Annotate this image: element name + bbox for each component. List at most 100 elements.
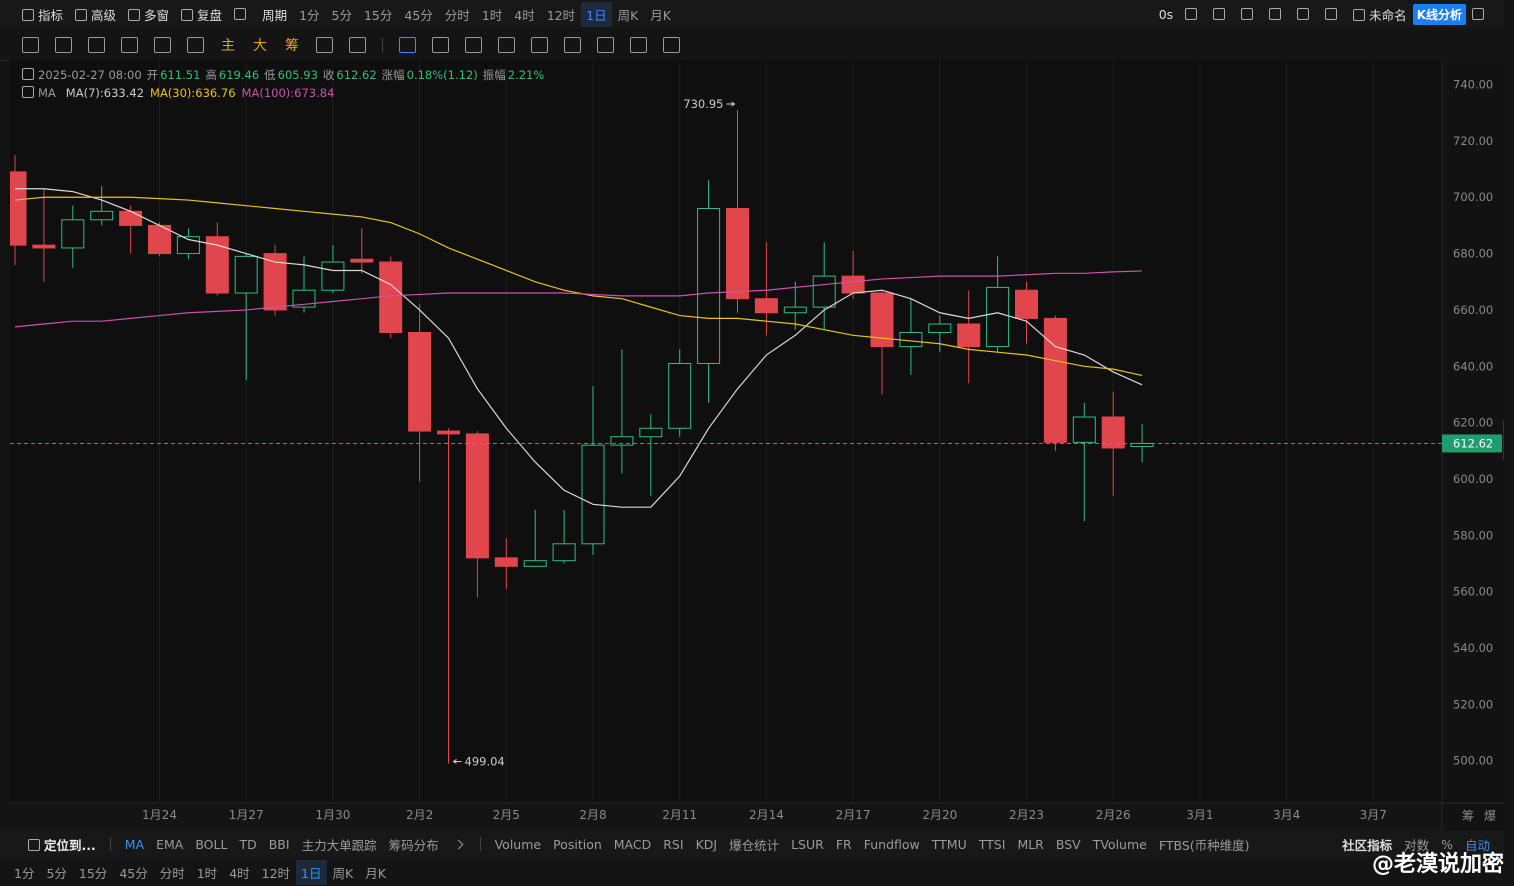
sub-indicator[interactable]: Volume	[494, 836, 542, 852]
y-tick-label: 740.00	[1453, 78, 1493, 92]
draw-tool[interactable]	[432, 37, 449, 53]
draw-tool[interactable]	[22, 37, 39, 53]
draw-tool[interactable]	[187, 37, 204, 53]
sub-indicator[interactable]: Fundflow	[863, 836, 920, 852]
period[interactable]: 1分	[299, 7, 320, 23]
sub-indicator[interactable]: Position	[553, 836, 602, 852]
icon	[181, 8, 194, 21]
draw-tool[interactable]	[349, 37, 366, 53]
icon	[1269, 7, 1282, 20]
main-indicator[interactable]: EMA	[156, 836, 184, 852]
overlay-tool[interactable]: 大	[253, 38, 267, 54]
toolbar-button[interactable]: 高级	[69, 5, 122, 24]
sub-indicator[interactable]: FTBS(币种维度)	[1158, 837, 1250, 853]
main-indicator[interactable]: BOLL	[195, 836, 228, 852]
tool-icon[interactable]	[1319, 7, 1347, 22]
period[interactable]: 1日	[296, 859, 327, 885]
tool-icon[interactable]	[1291, 7, 1319, 22]
period[interactable]: 4时	[229, 865, 250, 881]
sub-indicator[interactable]: MLR	[1017, 836, 1044, 852]
sub-indicator[interactable]: 爆仓统计	[729, 837, 780, 853]
period[interactable]: 分时	[444, 7, 470, 23]
overlay-tool[interactable]: 筹	[285, 38, 299, 54]
main-indicator[interactable]: TD	[239, 836, 257, 852]
draw-tool[interactable]	[597, 37, 614, 53]
period[interactable]: 15分	[78, 865, 108, 881]
overlay-tool[interactable]: 主	[221, 38, 235, 54]
tool-icon[interactable]	[1207, 7, 1235, 22]
share[interactable]	[1466, 7, 1494, 22]
period[interactable]: 12时	[546, 7, 576, 23]
period[interactable]: 月K	[650, 7, 671, 23]
period[interactable]: 45分	[119, 865, 148, 881]
axis-option[interactable]: 自动	[1464, 837, 1490, 853]
period[interactable]: 5分	[331, 7, 352, 23]
period-menu[interactable]: 周期	[262, 7, 288, 23]
sub-indicator[interactable]: MACD	[613, 836, 652, 852]
main-indicator[interactable]: BBI	[268, 836, 290, 852]
draw-tool[interactable]	[564, 37, 581, 53]
sub-indicator[interactable]: BSV	[1055, 836, 1081, 852]
ma-name: MA(100)	[241, 86, 291, 100]
analysis-button[interactable]: K线分析	[1412, 3, 1466, 25]
period[interactable]: 1时	[481, 7, 503, 23]
candle-body	[928, 323, 952, 333]
draw-tool[interactable]	[316, 37, 333, 53]
draw-tool[interactable]	[88, 37, 105, 53]
sub-indicator[interactable]: LSUR	[791, 836, 824, 852]
draw-tool[interactable]	[663, 37, 680, 53]
scroll-handle[interactable]	[1503, 420, 1504, 460]
main-indicator[interactable]: 主力大单跟踪	[301, 837, 377, 853]
period[interactable]: 45分	[404, 7, 433, 23]
candle-body	[783, 306, 807, 314]
tool-icon[interactable]	[1179, 7, 1207, 22]
sub-indicator[interactable]: TTSI	[978, 836, 1006, 852]
sub-indicator[interactable]: RSI	[663, 836, 684, 852]
draw-tool[interactable]	[399, 37, 416, 53]
main-indicator[interactable]: 筹码分布	[388, 837, 439, 853]
tool-icon[interactable]	[1263, 7, 1291, 22]
sub-indicator[interactable]: FR	[835, 836, 852, 852]
chart: 500.00 520.00 540.00 560.00 580.00 600.00 620.…	[10, 60, 1504, 830]
period[interactable]: 1日	[581, 1, 612, 27]
toolbar-button[interactable]: 复盘	[175, 5, 228, 24]
tool-icon[interactable]	[1235, 7, 1263, 22]
period[interactable]: 1时	[196, 865, 218, 881]
candle-body	[899, 331, 923, 348]
toolbar-button[interactable]: 指标	[16, 5, 69, 24]
candle-body	[754, 298, 778, 314]
period[interactable]: 周K	[332, 865, 354, 881]
toolbar-label: 高级	[91, 7, 117, 23]
draw-tool[interactable]	[154, 37, 171, 53]
draw-tool[interactable]	[121, 37, 138, 53]
period[interactable]: 1分	[14, 865, 35, 881]
locate[interactable]: 定位到...	[22, 835, 102, 854]
axis-corner-label: 爆	[1484, 809, 1496, 823]
period[interactable]: 12时	[261, 865, 291, 881]
draw-tool[interactable]	[498, 37, 515, 53]
axis-option[interactable]: %	[1441, 836, 1453, 852]
period[interactable]: 15分	[363, 7, 393, 23]
candle-body	[523, 560, 547, 567]
draw-tool[interactable]	[465, 37, 482, 53]
period[interactable]: 月K	[365, 865, 386, 881]
candle-body	[1101, 416, 1125, 449]
axis-option[interactable]: 社区指标	[1342, 837, 1393, 853]
period[interactable]: 周K	[617, 7, 639, 23]
period[interactable]: 4时	[514, 7, 535, 23]
sub-indicator[interactable]: TVolume	[1092, 836, 1147, 852]
draw-tool[interactable]	[630, 37, 647, 53]
x-tick-label: 2月23	[1009, 808, 1044, 822]
main-indicator[interactable]: MA	[124, 836, 145, 852]
candle-body	[350, 258, 374, 263]
sub-indicator[interactable]: KDJ	[695, 836, 718, 852]
chart-type[interactable]	[228, 7, 256, 22]
toolbar-button[interactable]: 多窗	[122, 5, 175, 24]
axis-option[interactable]: 对数	[1404, 837, 1430, 853]
period[interactable]: 分时	[159, 865, 185, 881]
draw-tool[interactable]	[55, 37, 72, 53]
sub-indicator[interactable]: TTMU	[931, 836, 967, 852]
period[interactable]: 5分	[46, 865, 67, 881]
layout-name[interactable]: 未命名	[1347, 5, 1413, 24]
draw-tool[interactable]	[531, 37, 548, 53]
